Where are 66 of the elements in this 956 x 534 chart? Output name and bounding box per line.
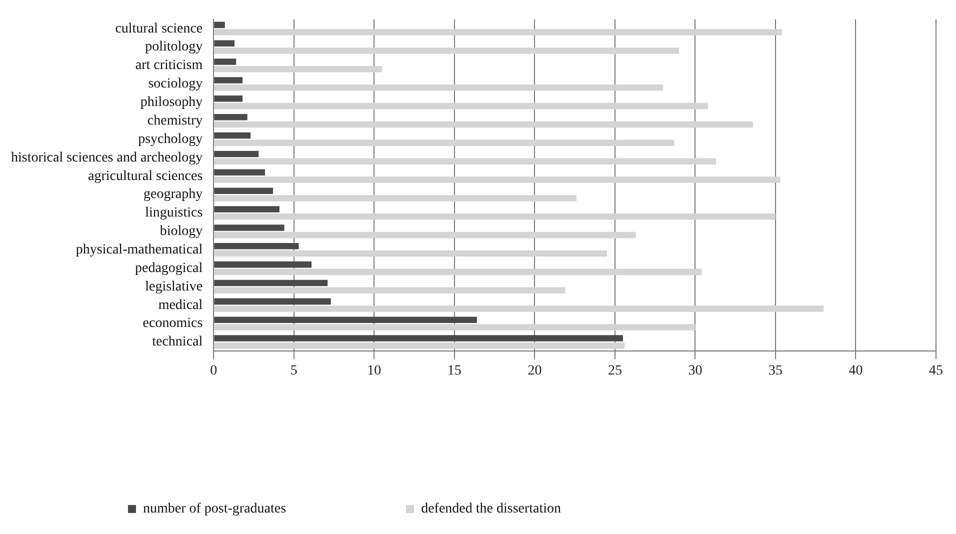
y-tick-label: philosophy: [140, 95, 203, 110]
bar: [214, 214, 776, 220]
bar: [214, 250, 607, 257]
bar: [214, 58, 236, 65]
y-tick-label: legislative: [145, 279, 203, 294]
y-tick-label: physical-mathematical: [76, 242, 203, 258]
bar: [214, 40, 235, 46]
bar: [214, 287, 566, 294]
y-tick-label: economics: [142, 316, 203, 332]
legend-label: defended the dissertation: [421, 502, 562, 517]
bar: [214, 261, 312, 268]
y-tick-label: geography: [144, 187, 203, 202]
y-tick-label: agricultural sciences: [88, 168, 203, 184]
y-tick-label: cultural science: [115, 21, 203, 36]
y-tick-label: technical: [152, 334, 203, 350]
y-tick-label: historical sciences and archeology: [10, 150, 203, 166]
legend-label: number of post-graduates: [143, 502, 286, 517]
bar: [214, 102, 708, 110]
bar: [214, 188, 274, 194]
x-tick-label: 0: [210, 363, 218, 378]
bar: [214, 324, 696, 330]
bar: [214, 29, 782, 36]
bar: [214, 195, 576, 202]
bar: [214, 66, 382, 72]
bar: [214, 150, 259, 158]
bar: [214, 298, 331, 305]
y-tick-label: sociology: [148, 76, 203, 92]
bar: [214, 132, 251, 139]
bar: [214, 140, 674, 146]
y-tick-label: art criticism: [135, 58, 203, 74]
bar: [214, 224, 284, 231]
x-tick-label: 40: [848, 363, 863, 378]
x-tick-label: 25: [608, 363, 622, 378]
x-tick-label: 10: [367, 363, 382, 378]
bar: [214, 176, 780, 183]
bar: [214, 268, 702, 276]
x-tick-label: 20: [528, 363, 542, 378]
y-tick-label: pedagogical: [135, 260, 203, 276]
bar: [214, 342, 625, 349]
bar: [214, 121, 754, 128]
bar: [214, 169, 266, 176]
y-tick-label: chemistry: [147, 113, 203, 128]
bar: [214, 158, 716, 164]
bar: [214, 306, 824, 312]
x-tick-label: 15: [447, 363, 462, 378]
y-tick-label: biology: [160, 224, 203, 240]
bar: [214, 114, 248, 120]
bar: [214, 22, 225, 28]
bar: [214, 242, 299, 250]
x-tick-label: 35: [768, 363, 782, 378]
bar: [214, 335, 623, 342]
y-tick-label: psychology: [138, 132, 203, 147]
y-tick-label: linguistics: [145, 206, 203, 221]
y-tick-label: politology: [145, 40, 203, 55]
bar: [214, 96, 243, 102]
x-tick-label: 5: [290, 363, 298, 378]
bar: [214, 280, 328, 286]
bar: [214, 84, 664, 91]
bar: [214, 206, 280, 212]
bar: [214, 48, 680, 54]
y-tick-label: medical: [158, 298, 203, 313]
bar: [214, 232, 636, 238]
x-tick-label: 45: [929, 363, 943, 378]
bar: [214, 77, 243, 84]
bar: [214, 316, 477, 323]
x-tick-label: 30: [688, 363, 702, 378]
